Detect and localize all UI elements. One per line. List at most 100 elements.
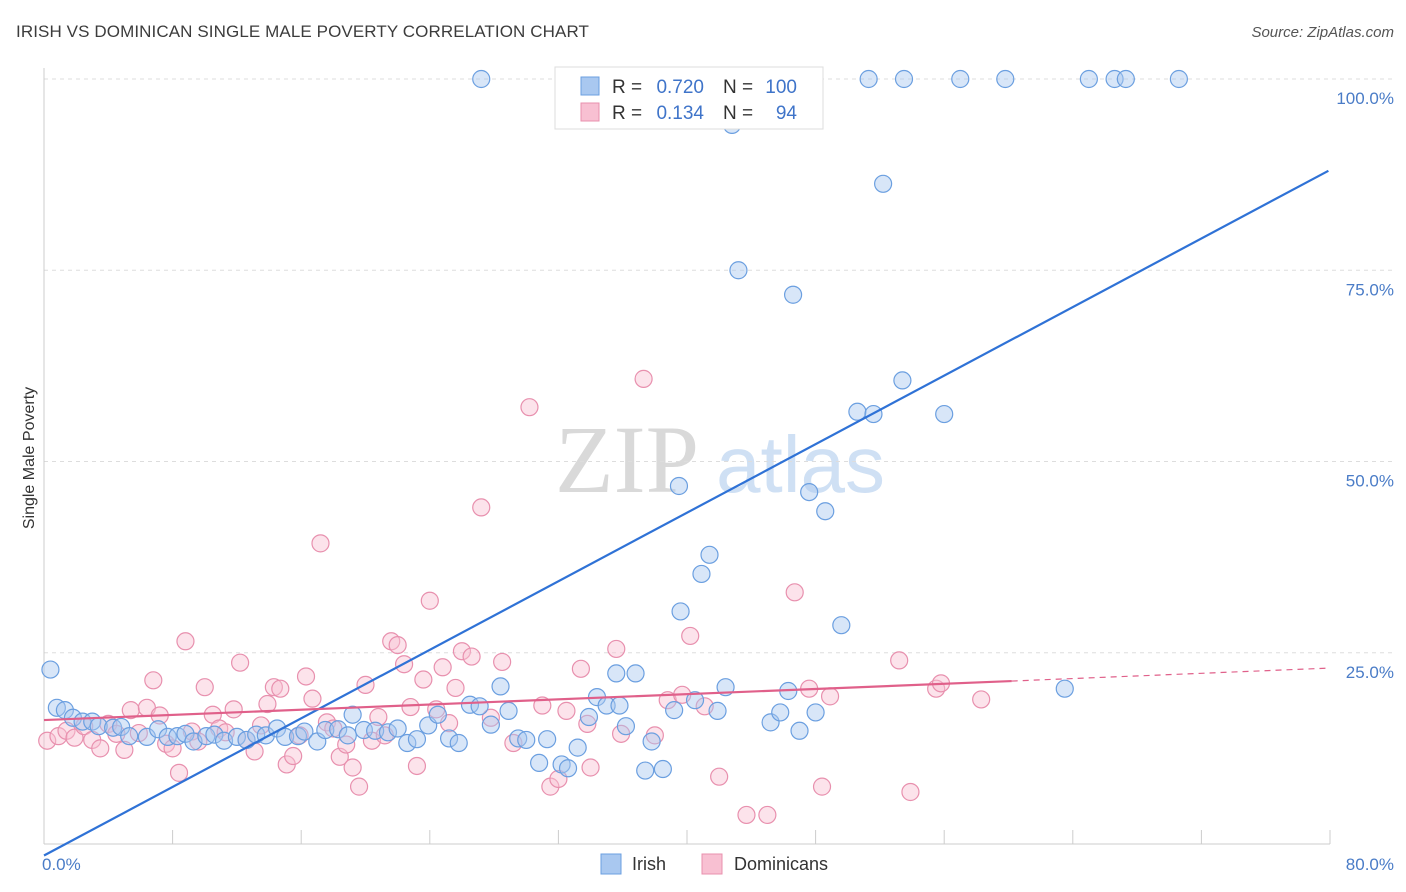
legend-irish-swatch bbox=[600, 853, 622, 875]
dominican-point bbox=[91, 739, 110, 758]
irish-point bbox=[398, 733, 417, 753]
dominican-point bbox=[737, 805, 756, 825]
irish-point bbox=[329, 720, 348, 739]
irish-point bbox=[579, 707, 599, 727]
irish-point bbox=[1055, 679, 1074, 698]
dominican-point bbox=[710, 767, 729, 786]
irish-r-label: R = bbox=[612, 77, 642, 98]
irish-point bbox=[472, 69, 491, 89]
dominican-point bbox=[414, 670, 433, 689]
irish-trend-line bbox=[43, 169, 1329, 857]
x-tick-label-min: 0.0% bbox=[42, 855, 81, 874]
irish-point bbox=[761, 713, 780, 732]
y-tick-label: 75.0% bbox=[1346, 280, 1394, 299]
irish-point bbox=[288, 727, 308, 746]
irish-point bbox=[407, 730, 427, 749]
irish-point bbox=[832, 616, 851, 635]
dominican-point bbox=[634, 369, 653, 388]
watermark-atlas: atlas bbox=[716, 420, 885, 509]
irish-point bbox=[120, 727, 139, 746]
irish-point bbox=[790, 721, 809, 740]
irish-point bbox=[295, 722, 314, 741]
dominican-point bbox=[195, 678, 214, 697]
irish-point bbox=[729, 261, 748, 280]
dominican-point bbox=[369, 707, 388, 727]
x-tick-label-max: 80.0% bbox=[1346, 855, 1394, 874]
irish-point bbox=[951, 69, 970, 89]
dominican-point bbox=[407, 756, 427, 776]
irish-point bbox=[642, 732, 661, 751]
irish-point bbox=[343, 705, 362, 724]
legend-dominicans-swatch bbox=[701, 853, 723, 875]
irish-point bbox=[669, 476, 689, 496]
dominican-n-label: N = bbox=[723, 103, 753, 124]
irish-point bbox=[800, 483, 819, 502]
irish-point bbox=[626, 664, 645, 683]
irish-point bbox=[708, 701, 727, 720]
dominican-point bbox=[349, 777, 369, 796]
dominican-point bbox=[337, 735, 356, 754]
irish-point bbox=[558, 759, 578, 778]
chart-title: IRISH VS DOMINICAN SINGLE MALE POVERTY C… bbox=[16, 22, 590, 41]
irish-point bbox=[874, 174, 893, 193]
irish-point bbox=[665, 701, 684, 720]
irish-n-label: N = bbox=[723, 77, 753, 98]
dominican-point bbox=[311, 534, 330, 553]
irish-point bbox=[481, 715, 500, 734]
y-axis-label: Single Male Poverty bbox=[21, 387, 38, 529]
dominican-point bbox=[271, 679, 290, 698]
dominican-point bbox=[433, 658, 452, 677]
dominican-point bbox=[462, 647, 481, 666]
dominican-point bbox=[224, 700, 243, 719]
dominican-point bbox=[38, 731, 57, 750]
dominican-point bbox=[144, 671, 163, 690]
dominican-point bbox=[820, 687, 840, 706]
dominican-point bbox=[890, 651, 909, 670]
irish-point bbox=[149, 720, 168, 739]
dominican-point bbox=[452, 642, 472, 661]
irish-point bbox=[816, 502, 835, 521]
dominican-point bbox=[296, 667, 316, 686]
dominican-point bbox=[758, 805, 777, 825]
dominican-point bbox=[972, 690, 991, 709]
legend-irish-label: Irish bbox=[632, 854, 666, 874]
irish-point bbox=[517, 730, 536, 750]
irish-point bbox=[859, 69, 878, 89]
irish-point bbox=[388, 719, 407, 738]
dominican-point bbox=[303, 689, 322, 708]
irish-r-value: 0.720 bbox=[656, 77, 704, 98]
series-legend: Irish Dominicans bbox=[600, 853, 828, 875]
dominican-point bbox=[258, 694, 277, 714]
dominican-point bbox=[533, 696, 552, 715]
irish-point bbox=[692, 564, 711, 584]
dominican-n-value: 94 bbox=[776, 103, 798, 124]
dominican-point bbox=[571, 659, 591, 678]
irish-point bbox=[893, 371, 912, 390]
dominican-point bbox=[481, 708, 500, 727]
dominican-point bbox=[578, 714, 597, 733]
irish-point bbox=[935, 404, 954, 424]
y-tick-label: 25.0% bbox=[1346, 663, 1394, 682]
dominican-point bbox=[901, 782, 920, 802]
irish-point bbox=[771, 703, 790, 722]
dominican-r-label: R = bbox=[612, 103, 642, 124]
irish-point bbox=[996, 69, 1015, 89]
irish-point bbox=[1116, 69, 1135, 89]
irish-point bbox=[276, 727, 295, 747]
x-axis-ticks bbox=[43, 830, 1331, 844]
irish-point bbox=[894, 69, 914, 89]
irish-point bbox=[316, 720, 335, 740]
dominican-point bbox=[388, 635, 407, 655]
dominican-point bbox=[169, 763, 189, 782]
irish-point bbox=[700, 545, 719, 564]
source-credit: Source: ZipAtlas.com bbox=[1251, 24, 1394, 41]
irish-point bbox=[538, 730, 557, 749]
dominican-point bbox=[607, 639, 626, 659]
irish-point bbox=[491, 677, 510, 696]
irish-point bbox=[636, 761, 655, 780]
irish-point bbox=[783, 285, 803, 304]
irish-point bbox=[653, 759, 672, 779]
dominican-point bbox=[812, 777, 832, 796]
irish-point bbox=[806, 703, 825, 722]
